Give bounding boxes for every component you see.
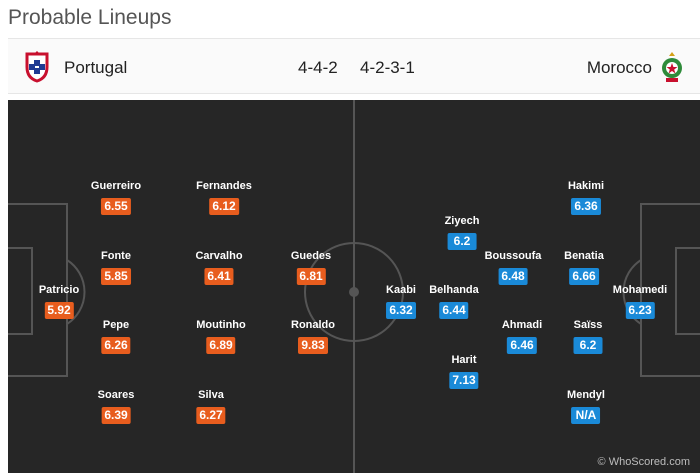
player-rating: 6.89 — [206, 337, 236, 354]
home-team-name[interactable]: Portugal — [64, 58, 128, 77]
player-fonte[interactable]: Fonte 5.85 — [101, 250, 131, 285]
player-name: Benatia — [564, 250, 604, 262]
player-rating: 6.66 — [569, 268, 599, 285]
player-name: Boussoufa — [484, 250, 542, 262]
player-rating: N/A — [571, 407, 601, 424]
player-name: Belhanda — [429, 284, 479, 296]
player-rating: 6.81 — [296, 268, 326, 285]
player-name: Patricio — [38, 284, 80, 296]
player-name: Ronaldo — [291, 319, 335, 331]
player-rating: 7.13 — [449, 372, 479, 389]
player-carvalho[interactable]: Carvalho 6.41 — [195, 250, 243, 285]
player-rating: 6.26 — [101, 337, 131, 354]
portugal-crest-icon — [24, 51, 50, 88]
match-header: Portugal 4-4-2 4-2-3-1 Morocco — [8, 38, 700, 94]
player-name: Harit — [451, 354, 477, 366]
player-ziyech[interactable]: Ziyech 6.2 — [444, 215, 480, 250]
player-soares[interactable]: Soares 6.39 — [97, 389, 135, 424]
player-name: Fonte — [101, 250, 131, 262]
player-name: Ahmadi — [501, 319, 543, 331]
player-rating: 6.46 — [507, 337, 537, 354]
player-rating: 6.48 — [498, 268, 528, 285]
page-title: Probable Lineups — [8, 6, 172, 29]
player-name: Ziyech — [444, 215, 480, 227]
player-moutinho[interactable]: Moutinho 6.89 — [196, 319, 246, 354]
player-name: Kaabi — [386, 284, 416, 296]
player-guedes[interactable]: Guedes 6.81 — [291, 250, 331, 285]
player-rating: 6.32 — [386, 302, 416, 319]
player-name: Guerreiro — [90, 180, 142, 192]
player-name: Mohamedi — [612, 284, 668, 296]
player-name: Moutinho — [196, 319, 246, 331]
player-name: Saïss — [573, 319, 603, 331]
player-rating: 6.41 — [204, 268, 234, 285]
player-patricio[interactable]: Patricio 5.92 — [39, 284, 79, 319]
player-name: Mendyl — [567, 389, 605, 401]
player-belhanda[interactable]: Belhanda 6.44 — [429, 284, 479, 319]
player-harit[interactable]: Harit 7.13 — [449, 354, 479, 389]
player-mendyl[interactable]: Mendyl N/A — [567, 389, 605, 424]
pitch: Patricio 5.92 Guerreiro 6.55 Fonte 5.85 … — [8, 100, 700, 473]
player-name: Hakimi — [567, 180, 605, 192]
player-hakimi[interactable]: Hakimi 6.36 — [568, 180, 604, 215]
player-name: Carvalho — [195, 250, 243, 262]
player-rating: 5.92 — [44, 302, 74, 319]
player-rating: 6.23 — [625, 302, 655, 319]
home-formation: 4-4-2 — [298, 58, 338, 77]
pitch-markings — [8, 100, 700, 473]
player-rating: 6.36 — [571, 198, 601, 215]
player-benatia[interactable]: Benatia 6.66 — [564, 250, 604, 285]
player-pepe[interactable]: Pepe 6.26 — [101, 319, 131, 354]
away-team-name[interactable]: Morocco — [586, 58, 652, 77]
player-name: Guedes — [290, 250, 332, 262]
player-rating: 9.83 — [298, 337, 328, 354]
player-name: Fernandes — [196, 180, 252, 192]
player-silva[interactable]: Silva 6.27 — [196, 389, 226, 424]
player-rating: 6.12 — [209, 198, 239, 215]
player-rating: 6.39 — [101, 407, 131, 424]
player-name: Silva — [198, 389, 224, 401]
player-boussoufa[interactable]: Boussoufa 6.48 — [484, 250, 542, 285]
player-rating: 6.44 — [439, 302, 469, 319]
player-name: Pepe — [102, 319, 130, 331]
player-name: Soares — [97, 389, 135, 401]
morocco-crest-icon — [660, 51, 684, 88]
player-saiss[interactable]: Saïss 6.2 — [573, 319, 603, 354]
player-mohamedi[interactable]: Mohamedi 6.23 — [613, 284, 667, 319]
player-ronaldo[interactable]: Ronaldo 9.83 — [291, 319, 335, 354]
player-kaabi[interactable]: Kaabi 6.32 — [386, 284, 416, 319]
player-ahmadi[interactable]: Ahmadi 6.46 — [502, 319, 542, 354]
player-rating: 6.2 — [573, 337, 603, 354]
player-rating: 6.2 — [447, 233, 477, 250]
player-guerreiro[interactable]: Guerreiro 6.55 — [91, 180, 141, 215]
player-rating: 6.55 — [101, 198, 131, 215]
player-fernandes[interactable]: Fernandes 6.12 — [196, 180, 252, 215]
away-formation: 4-2-3-1 — [360, 58, 415, 77]
player-rating: 6.27 — [196, 407, 226, 424]
player-rating: 5.85 — [101, 268, 131, 285]
watermark: © WhoScored.com — [597, 456, 690, 468]
